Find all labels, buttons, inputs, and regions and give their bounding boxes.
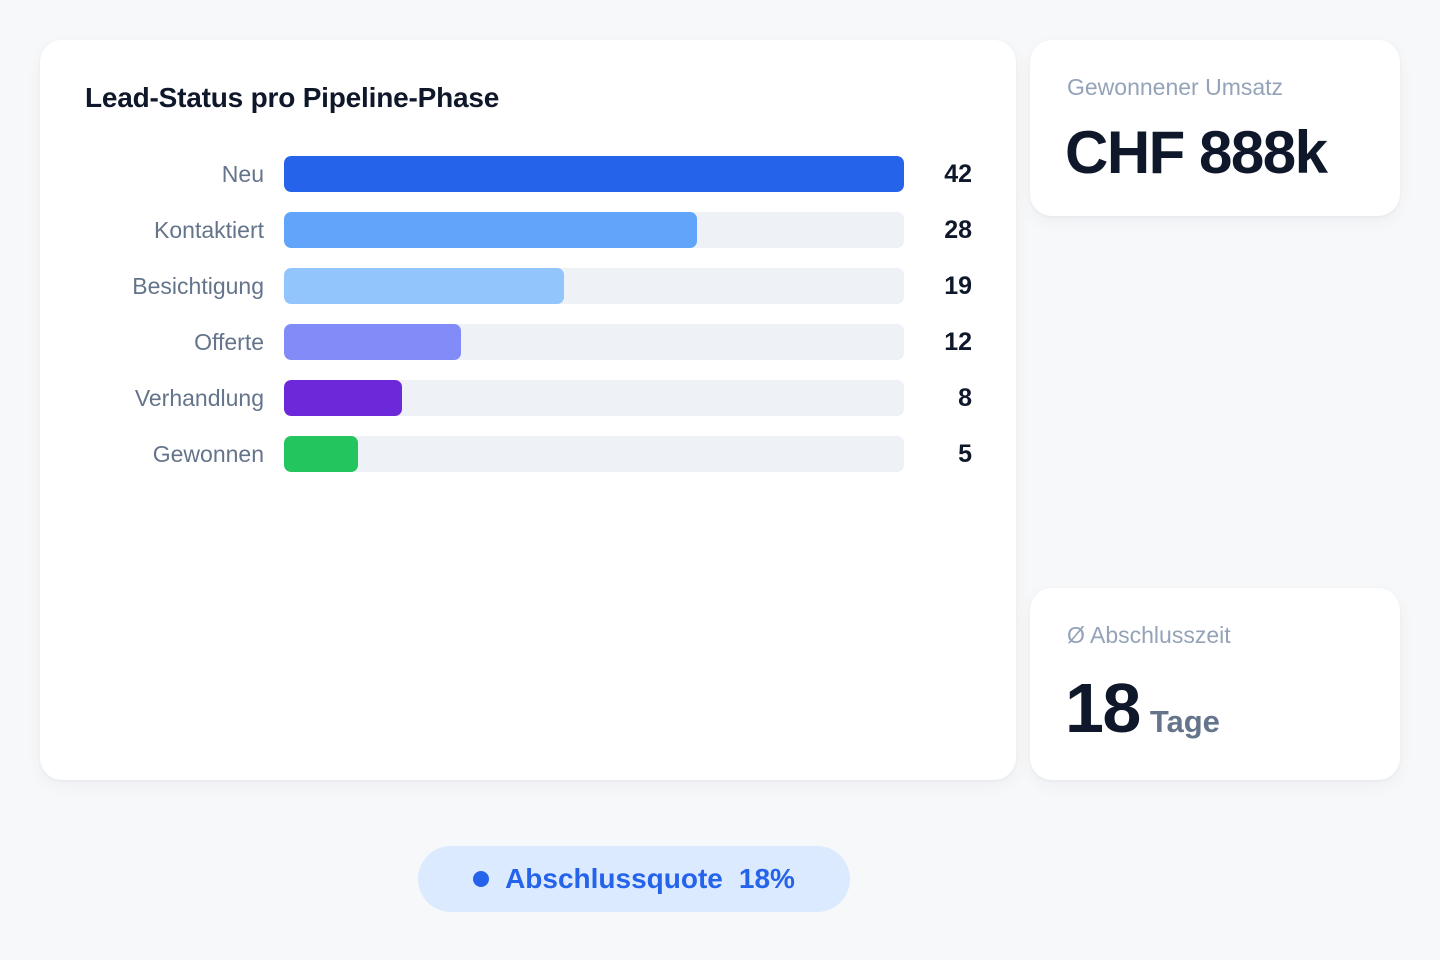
bar-row: Besichtigung 19 — [40, 268, 1016, 324]
bar-row: Offerte 12 — [40, 324, 1016, 380]
bar-track — [284, 436, 904, 472]
chart-title: Lead-Status pro Pipeline-Phase — [85, 82, 500, 113]
conversion-rate-label: Abschlussquote — [505, 863, 723, 894]
bar-value-label: 5 — [958, 440, 972, 468]
bar-label: Gewonnen — [152, 441, 264, 467]
close-time-kpi-card: Ø Abschlusszeit 18 Tage — [1030, 588, 1400, 780]
pipeline-chart-card: Lead-Status pro Pipeline-Phase Neu 42 Kont… — [40, 40, 1016, 780]
bar-value-label: 28 — [944, 216, 972, 244]
bar-track — [284, 156, 904, 192]
revenue-kpi-card: Gewonnener Umsatz CHF 888k — [1030, 40, 1400, 216]
bar — [284, 268, 565, 304]
bar — [284, 380, 403, 416]
bar-value-label: 8 — [958, 384, 972, 412]
revenue-value: CHF 888k — [1065, 119, 1328, 186]
bar-row: Neu 42 — [40, 156, 1016, 212]
bar-label: Kontaktiert — [154, 217, 264, 243]
conversion-rate-value: 18% — [738, 863, 795, 894]
bar-row: Kontaktiert 28 — [40, 212, 1016, 268]
bar-track — [284, 212, 904, 248]
bar-label: Offerte — [194, 329, 264, 355]
bar-track — [284, 324, 904, 360]
bar-value-label: 12 — [944, 328, 972, 356]
status-dot-icon — [473, 871, 490, 887]
close-time-value: 18 — [1065, 669, 1141, 747]
bar-label: Verhandlung — [134, 385, 264, 411]
bar-track — [284, 380, 904, 416]
close-time-unit: Tage — [1149, 704, 1220, 739]
bar — [284, 156, 904, 192]
bar-track — [284, 268, 904, 304]
bar — [284, 212, 698, 248]
bar-chart: Neu 42 Kontaktiert 28 Besichtigung 19 Offerte 1… — [40, 156, 1016, 492]
bar-value-label: 19 — [944, 272, 972, 300]
bar-value-label: 42 — [944, 160, 972, 188]
bar-row: Verhandlung 8 — [40, 380, 1016, 436]
close-time-label: Ø Abschlusszeit — [1067, 622, 1231, 648]
conversion-rate-badge: Abschlussquote 18% — [418, 846, 850, 912]
bar-label: Neu — [221, 161, 264, 187]
close-time-value-row: 18 Tage — [1065, 668, 1220, 748]
bar — [284, 436, 358, 472]
revenue-label: Gewonnener Umsatz — [1067, 74, 1284, 100]
bar-row: Gewonnen 5 — [40, 436, 1016, 492]
bar-label: Besichtigung — [132, 273, 264, 299]
bar — [284, 324, 462, 360]
